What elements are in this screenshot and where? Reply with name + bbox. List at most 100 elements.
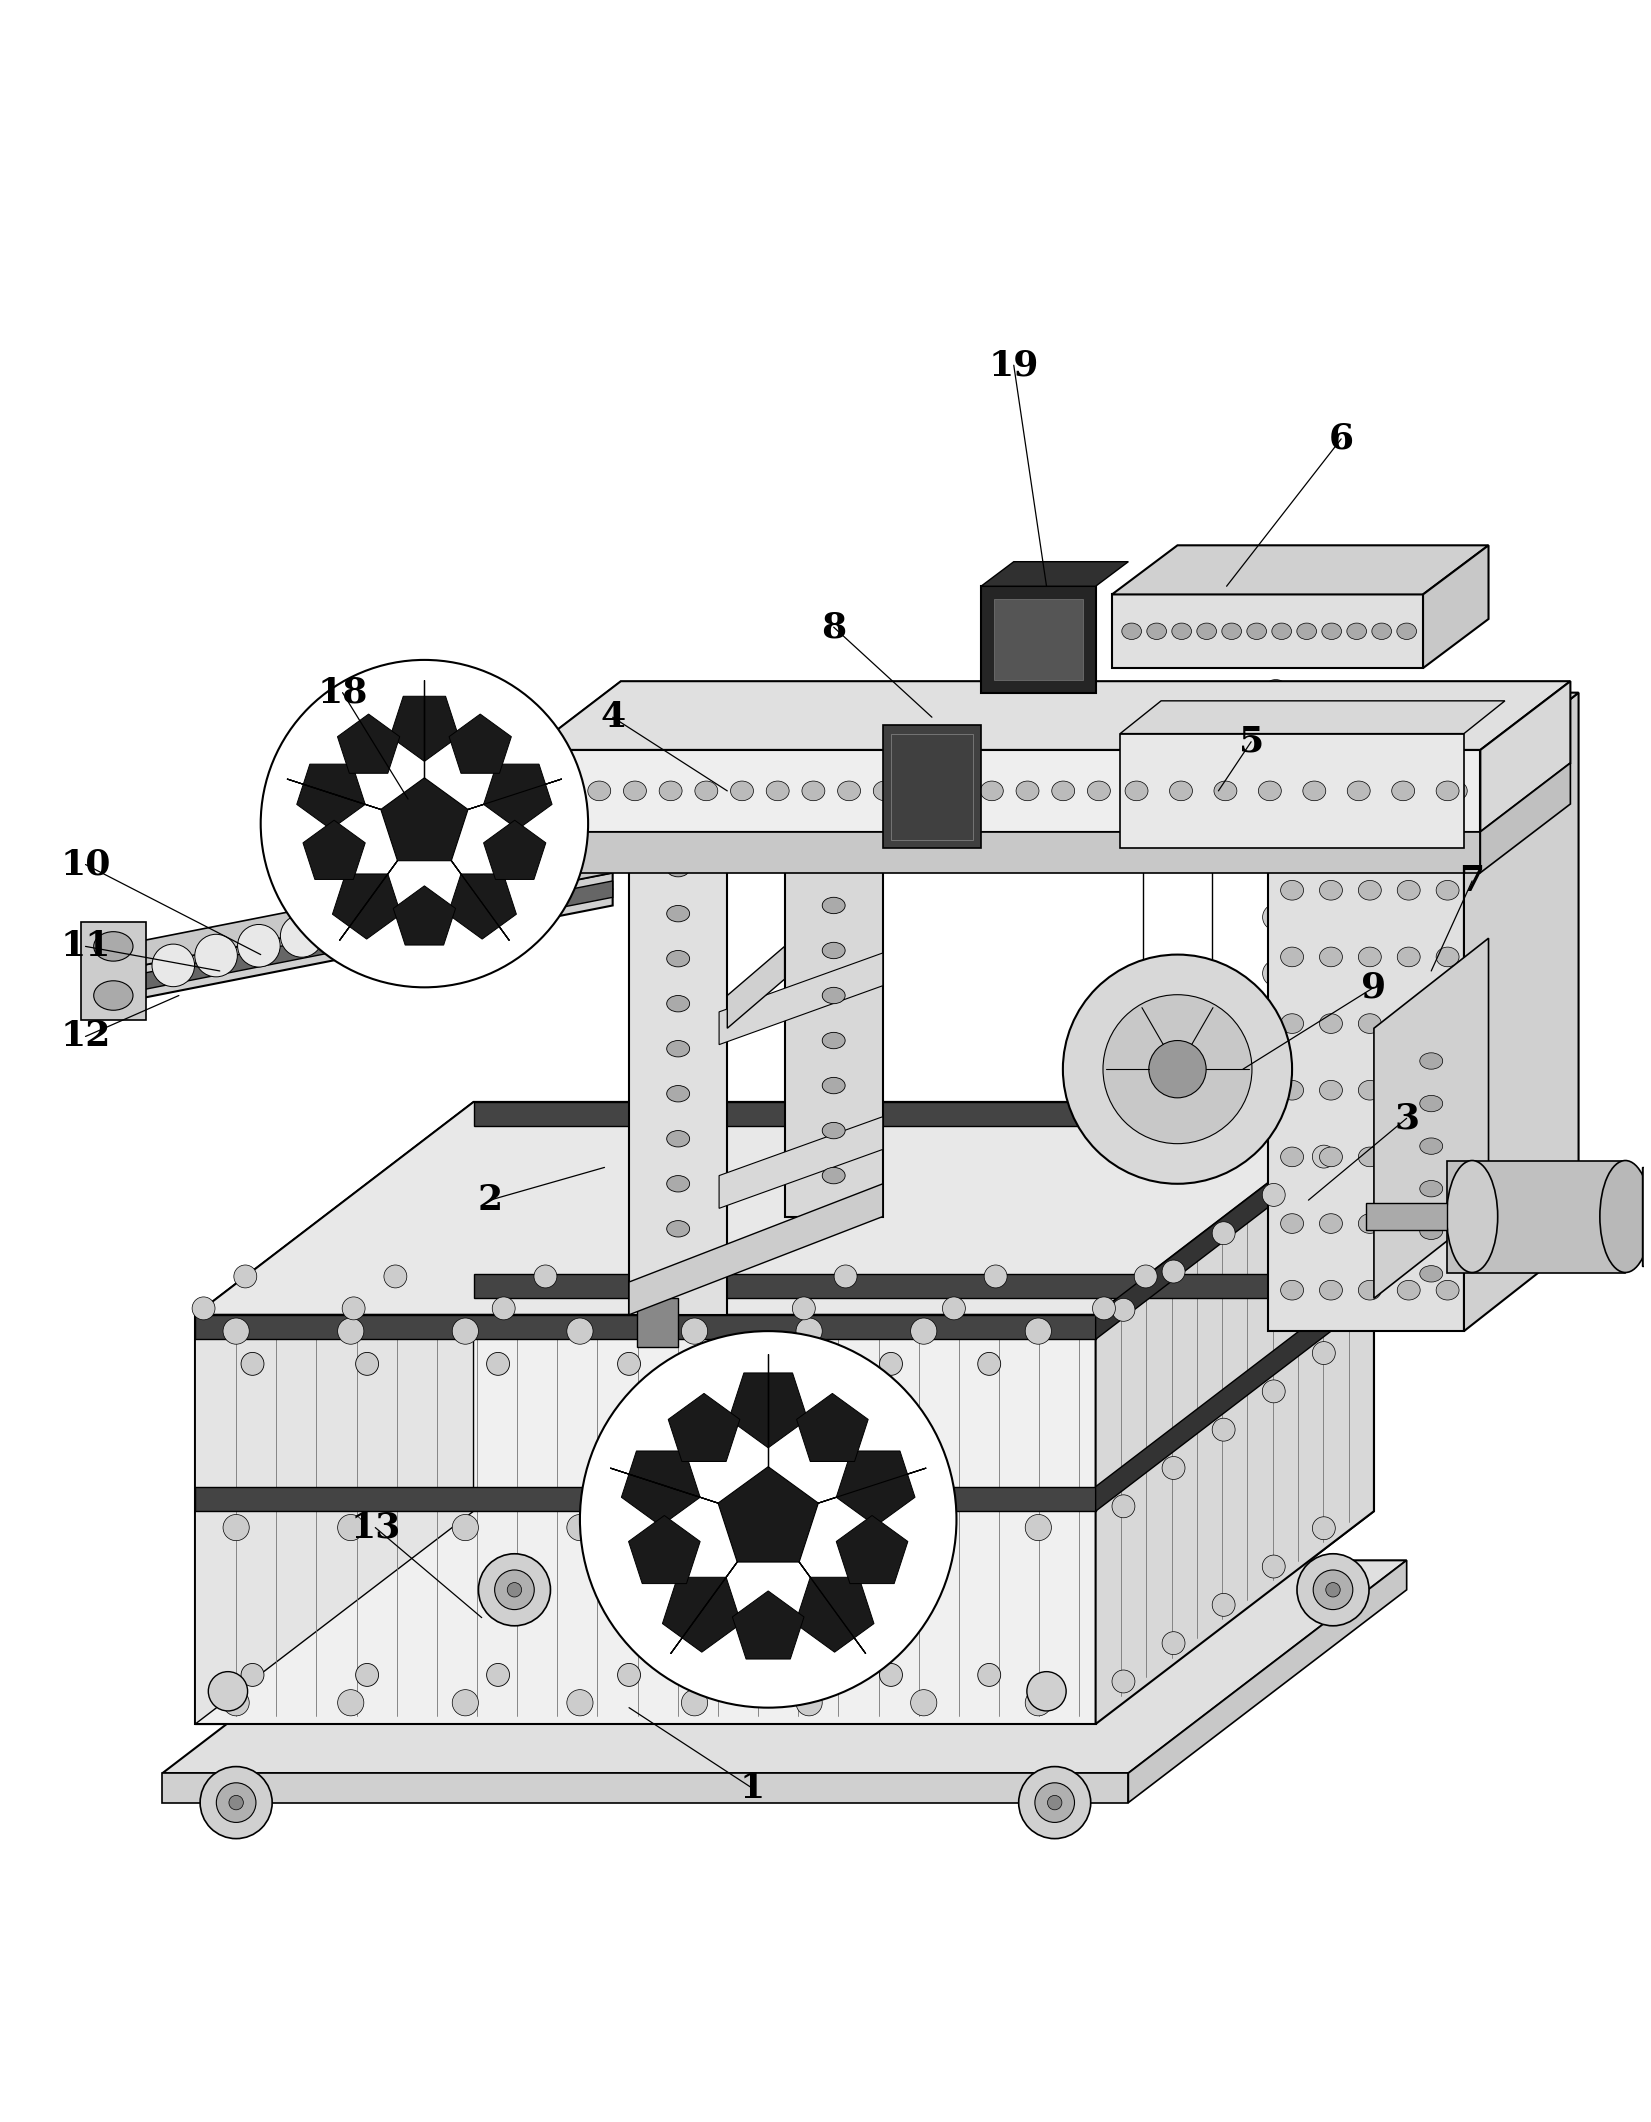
- Ellipse shape: [1436, 1148, 1459, 1167]
- Polygon shape: [81, 921, 145, 1021]
- Circle shape: [1162, 1260, 1185, 1284]
- Circle shape: [241, 1664, 264, 1687]
- Polygon shape: [474, 1273, 1374, 1299]
- Polygon shape: [981, 586, 1096, 692]
- Circle shape: [1298, 1553, 1369, 1625]
- Ellipse shape: [1436, 946, 1459, 968]
- Polygon shape: [484, 821, 546, 879]
- Polygon shape: [162, 1774, 1128, 1802]
- Circle shape: [208, 1672, 248, 1710]
- Text: 4: 4: [599, 700, 626, 734]
- Polygon shape: [1113, 594, 1423, 668]
- Circle shape: [880, 1352, 903, 1375]
- Ellipse shape: [822, 1123, 845, 1140]
- Ellipse shape: [1600, 1161, 1651, 1273]
- Ellipse shape: [822, 806, 845, 823]
- Ellipse shape: [1436, 1014, 1459, 1033]
- Circle shape: [911, 1515, 936, 1541]
- Polygon shape: [162, 1560, 1407, 1774]
- Polygon shape: [720, 1116, 883, 1207]
- Polygon shape: [393, 885, 456, 944]
- Circle shape: [452, 1515, 479, 1541]
- Ellipse shape: [822, 717, 845, 734]
- Ellipse shape: [1195, 781, 1217, 800]
- Ellipse shape: [1296, 624, 1316, 639]
- Polygon shape: [1423, 545, 1489, 668]
- Ellipse shape: [1359, 1214, 1382, 1233]
- Ellipse shape: [1322, 624, 1342, 639]
- Ellipse shape: [1222, 624, 1242, 639]
- Polygon shape: [1119, 734, 1464, 849]
- Ellipse shape: [1420, 1180, 1443, 1197]
- Circle shape: [1263, 1555, 1284, 1579]
- Polygon shape: [332, 874, 401, 940]
- Ellipse shape: [822, 898, 845, 915]
- Polygon shape: [474, 1101, 1374, 1511]
- Circle shape: [1025, 1689, 1052, 1717]
- Polygon shape: [784, 700, 883, 1216]
- Text: 2: 2: [477, 1184, 502, 1218]
- Circle shape: [977, 1664, 1001, 1687]
- Ellipse shape: [766, 781, 789, 800]
- Circle shape: [1113, 1299, 1134, 1322]
- Ellipse shape: [667, 1176, 690, 1193]
- Circle shape: [452, 1689, 479, 1717]
- Text: 5: 5: [1238, 726, 1263, 760]
- Ellipse shape: [1281, 881, 1304, 900]
- Ellipse shape: [822, 1078, 845, 1093]
- Circle shape: [533, 1265, 556, 1288]
- Ellipse shape: [822, 1031, 845, 1048]
- Ellipse shape: [1121, 624, 1141, 639]
- Circle shape: [324, 904, 367, 946]
- Ellipse shape: [822, 853, 845, 868]
- Text: 11: 11: [61, 929, 111, 963]
- Circle shape: [1263, 736, 1289, 762]
- Circle shape: [1263, 679, 1289, 707]
- Ellipse shape: [802, 781, 826, 800]
- Circle shape: [748, 1664, 771, 1687]
- Polygon shape: [114, 872, 613, 1004]
- Circle shape: [409, 885, 451, 927]
- Circle shape: [682, 1515, 708, 1541]
- Polygon shape: [629, 1184, 883, 1316]
- Polygon shape: [195, 1488, 1096, 1511]
- Ellipse shape: [1420, 1095, 1443, 1112]
- Circle shape: [338, 1689, 363, 1717]
- Polygon shape: [621, 1451, 700, 1526]
- Circle shape: [1313, 1146, 1336, 1167]
- Polygon shape: [532, 681, 1570, 749]
- Ellipse shape: [1436, 781, 1459, 800]
- Circle shape: [238, 925, 281, 968]
- Polygon shape: [1096, 1273, 1374, 1511]
- Circle shape: [1035, 1782, 1075, 1823]
- Text: 6: 6: [1329, 422, 1354, 456]
- Circle shape: [1313, 1517, 1336, 1541]
- Circle shape: [796, 1515, 822, 1541]
- Ellipse shape: [1319, 946, 1342, 968]
- Polygon shape: [733, 1592, 804, 1659]
- Circle shape: [642, 1297, 665, 1320]
- Polygon shape: [474, 1101, 1374, 1127]
- Circle shape: [1134, 1265, 1157, 1288]
- Circle shape: [281, 915, 324, 957]
- Circle shape: [342, 1297, 365, 1320]
- Polygon shape: [994, 598, 1083, 679]
- Ellipse shape: [1169, 781, 1192, 800]
- Polygon shape: [728, 1373, 807, 1447]
- Circle shape: [682, 1689, 708, 1717]
- Polygon shape: [637, 1299, 679, 1347]
- Ellipse shape: [1436, 881, 1459, 900]
- Ellipse shape: [1230, 781, 1253, 800]
- Circle shape: [984, 1265, 1007, 1288]
- Ellipse shape: [1281, 1214, 1304, 1233]
- Ellipse shape: [1446, 1161, 1497, 1273]
- Circle shape: [1063, 955, 1293, 1184]
- Ellipse shape: [1281, 1280, 1304, 1301]
- Polygon shape: [728, 700, 883, 832]
- Ellipse shape: [667, 906, 690, 921]
- Circle shape: [792, 1297, 816, 1320]
- Ellipse shape: [1408, 781, 1431, 800]
- Circle shape: [1149, 1040, 1207, 1097]
- Ellipse shape: [1319, 881, 1342, 900]
- Ellipse shape: [1359, 815, 1382, 834]
